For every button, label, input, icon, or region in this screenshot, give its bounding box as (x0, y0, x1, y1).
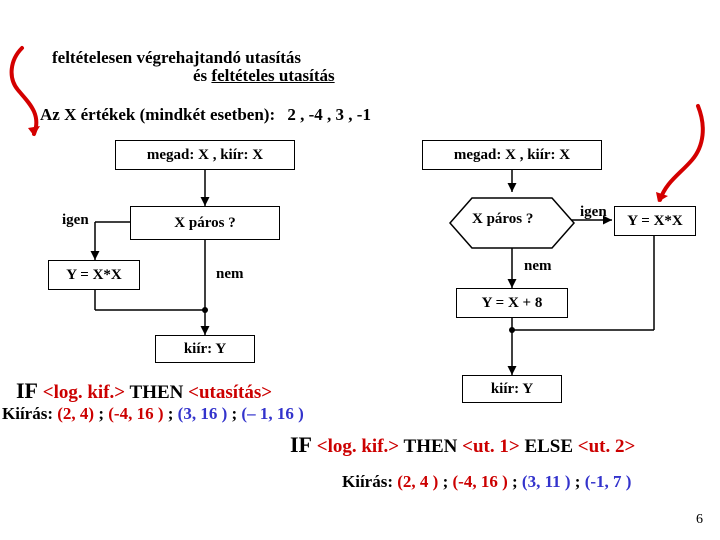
right-out-box: kiír: Y (462, 375, 562, 403)
left-out-p1: (2, 4) (57, 404, 94, 423)
right-then-kw: THEN (404, 436, 463, 457)
right-else-kw: ELSE (520, 436, 578, 457)
right-out-p4: (-1, 7 ) (585, 472, 632, 491)
left-ut: <utasítás> (188, 382, 272, 403)
left-sep2: ; (163, 404, 177, 423)
right-ut1: <ut. 1> (462, 436, 520, 457)
left-out-p4: (– 1, 16 ) (241, 404, 303, 423)
left-sep1: ; (94, 404, 108, 423)
right-out-p1: (2, 4 ) (397, 472, 438, 491)
right-assign2-box: Y = X + 8 (456, 288, 568, 318)
right-top-box: megad: X , kiír: X (422, 140, 602, 170)
left-out-p2: (-4, 16 ) (108, 404, 163, 423)
right-output-line: Kiírás: (2, 4 ) ; (-4, 16 ) ; (3, 11 ) ;… (342, 472, 631, 492)
left-if-kw: IF (16, 378, 38, 403)
left-out-box: kiír: Y (155, 335, 255, 363)
left-then-kw: THEN (130, 382, 189, 403)
right-sep3: ; (571, 472, 585, 491)
left-out-p3: (3, 16 ) (178, 404, 228, 423)
left-no-label: nem (216, 266, 244, 283)
left-output-line: Kiírás: (2, 4) ; (-4, 16 ) ; (3, 16 ) ; … (2, 404, 304, 424)
left-cond-box: X páros ? (130, 206, 280, 240)
left-yes-label: igen (62, 212, 89, 229)
right-if-kw: IF (290, 432, 312, 457)
right-ut2: <ut. 2> (578, 436, 636, 457)
right-out-label: Kiírás: (342, 472, 393, 491)
left-sep3: ; (227, 404, 241, 423)
right-yes-label: igen (580, 204, 607, 221)
right-sep1: ; (438, 472, 452, 491)
right-cond-label: X páros ? (472, 211, 533, 228)
page-number: 6 (696, 512, 703, 528)
right-assign-box: Y = X*X (614, 206, 696, 236)
left-if-log: <log. kif.> (38, 382, 130, 403)
right-if-log: <log. kif.> (312, 436, 404, 457)
right-if-line: IF <log. kif.> THEN <ut. 1> ELSE <ut. 2> (290, 432, 635, 458)
right-no-label: nem (524, 258, 552, 275)
left-out-label: Kiírás: (2, 404, 53, 423)
left-assign-box: Y = X*X (48, 260, 140, 290)
right-out-p2: (-4, 16 ) (453, 472, 508, 491)
left-if-line: IF <log. kif.> THEN <utasítás> (16, 378, 272, 404)
right-out-p3: (3, 11 ) (522, 472, 571, 491)
right-sep2: ; (508, 472, 522, 491)
